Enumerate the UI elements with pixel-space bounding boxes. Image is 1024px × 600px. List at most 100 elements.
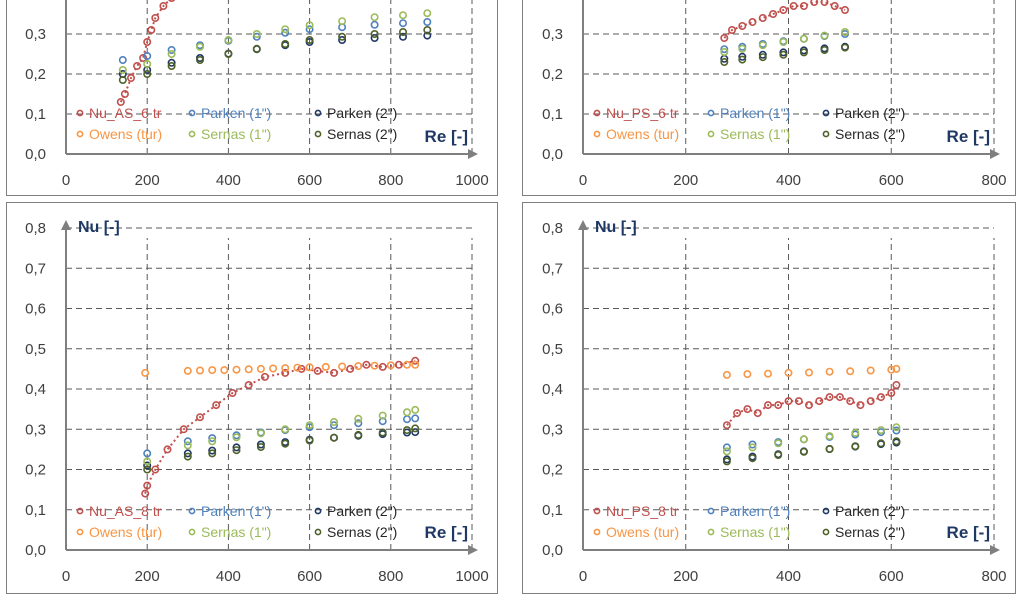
data-point <box>143 461 152 470</box>
data-point <box>774 439 783 448</box>
data-point <box>748 440 757 449</box>
y-tick-label: 0,1 <box>542 502 563 519</box>
data-point <box>411 356 420 365</box>
x-axis-title: Re [-] <box>425 127 468 146</box>
x-tick-label: 800 <box>378 172 403 189</box>
data-point <box>370 29 379 38</box>
data-point <box>799 447 808 456</box>
x-tick-label: 400 <box>216 568 241 585</box>
data-point <box>779 50 788 59</box>
data-point <box>208 366 217 375</box>
data-point <box>346 364 355 373</box>
data-point <box>386 361 395 370</box>
series-nu-as-6-tr <box>116 0 176 107</box>
data-point <box>758 41 767 50</box>
data-point <box>722 443 731 452</box>
data-point <box>846 397 855 406</box>
series-nu-ps-6-tr <box>720 0 849 42</box>
data-point <box>183 437 192 446</box>
series-sernas-2- <box>118 25 432 85</box>
y-tick-label: 0,5 <box>25 341 46 358</box>
data-point <box>799 435 808 444</box>
data-point <box>748 454 757 463</box>
legend-marker <box>707 109 715 117</box>
data-point <box>232 365 241 374</box>
data-point <box>892 364 901 373</box>
y-axis-arrow <box>61 220 71 230</box>
y-axis-title: Nu [-] <box>78 219 120 236</box>
y-tick-label: 0,3 <box>25 26 46 43</box>
data-point <box>378 411 387 420</box>
x-tick-label: 800 <box>378 568 403 585</box>
data-point <box>758 14 767 23</box>
data-point <box>378 362 387 371</box>
legend-label: Parken (2") <box>327 105 397 121</box>
series-sernas-1- <box>118 9 432 75</box>
x-tick-label: 600 <box>879 568 904 585</box>
data-point <box>835 393 844 402</box>
data-point <box>232 446 241 455</box>
data-point <box>727 25 736 34</box>
data-point <box>228 388 237 397</box>
data-point <box>804 368 813 377</box>
legend-marker <box>822 109 830 117</box>
data-point <box>147 25 156 34</box>
legend-marker <box>822 528 830 536</box>
trend-line <box>119 0 171 103</box>
data-point <box>252 32 261 41</box>
series-sernas-2- <box>143 424 420 474</box>
chart-1: 0,0 0,1 0,2 0,3 0 200 400 600 800 1000 Re [-] Nu_AS… <box>25 0 489 189</box>
data-point <box>281 25 290 34</box>
data-point <box>167 58 176 67</box>
data-point <box>804 401 813 410</box>
data-point <box>789 1 798 11</box>
series-parken-2- <box>118 31 432 79</box>
legend-marker <box>593 130 601 138</box>
y-tick-label: 0,2 <box>25 462 46 479</box>
data-point <box>892 426 901 435</box>
data-point <box>297 364 306 373</box>
data-point <box>305 21 314 30</box>
x-tick-label: 400 <box>776 172 801 189</box>
legend-marker <box>188 528 196 536</box>
data-point <box>769 10 778 19</box>
x-tick-label: 600 <box>297 568 322 585</box>
data-point <box>163 445 172 454</box>
data-point <box>256 364 265 373</box>
chart-2: 0,0 0,1 0,2 0,3 0 200 400 600 800 Re [-] Nu_PS_6 t… <box>542 0 1007 189</box>
data-point <box>260 372 269 381</box>
data-point <box>720 57 729 66</box>
x-tick-label: 200 <box>135 172 160 189</box>
data-point <box>208 437 217 446</box>
data-point <box>338 17 347 26</box>
legend-label: Parken (2") <box>327 503 397 519</box>
data-point <box>118 66 127 75</box>
data-point <box>281 364 290 373</box>
data-point <box>143 457 152 466</box>
data-point <box>183 441 192 450</box>
legend-marker <box>188 109 196 117</box>
data-point <box>423 31 432 40</box>
data-point <box>118 55 127 64</box>
data-point <box>305 436 314 445</box>
legend-label: Parken (2") <box>835 503 905 519</box>
x-axis-arrow <box>468 545 478 555</box>
data-point <box>378 417 387 426</box>
data-point <box>168 0 176 2</box>
data-point <box>256 429 265 438</box>
legend-marker <box>314 130 322 138</box>
data-point <box>720 45 729 54</box>
data-point <box>224 35 233 44</box>
data-point <box>779 37 788 46</box>
legend-label: Sernas (1") <box>720 126 790 142</box>
data-point <box>212 401 221 410</box>
data-point <box>167 61 176 70</box>
x-tick-label: 200 <box>673 172 698 189</box>
y-tick-label: 0,0 <box>542 146 563 163</box>
data-point <box>208 449 217 458</box>
series-owens-tur- <box>141 360 420 377</box>
data-point <box>722 457 731 466</box>
y-tick-label: 0,8 <box>542 220 563 237</box>
data-point <box>799 34 808 43</box>
series-sernas-1- <box>720 27 849 56</box>
